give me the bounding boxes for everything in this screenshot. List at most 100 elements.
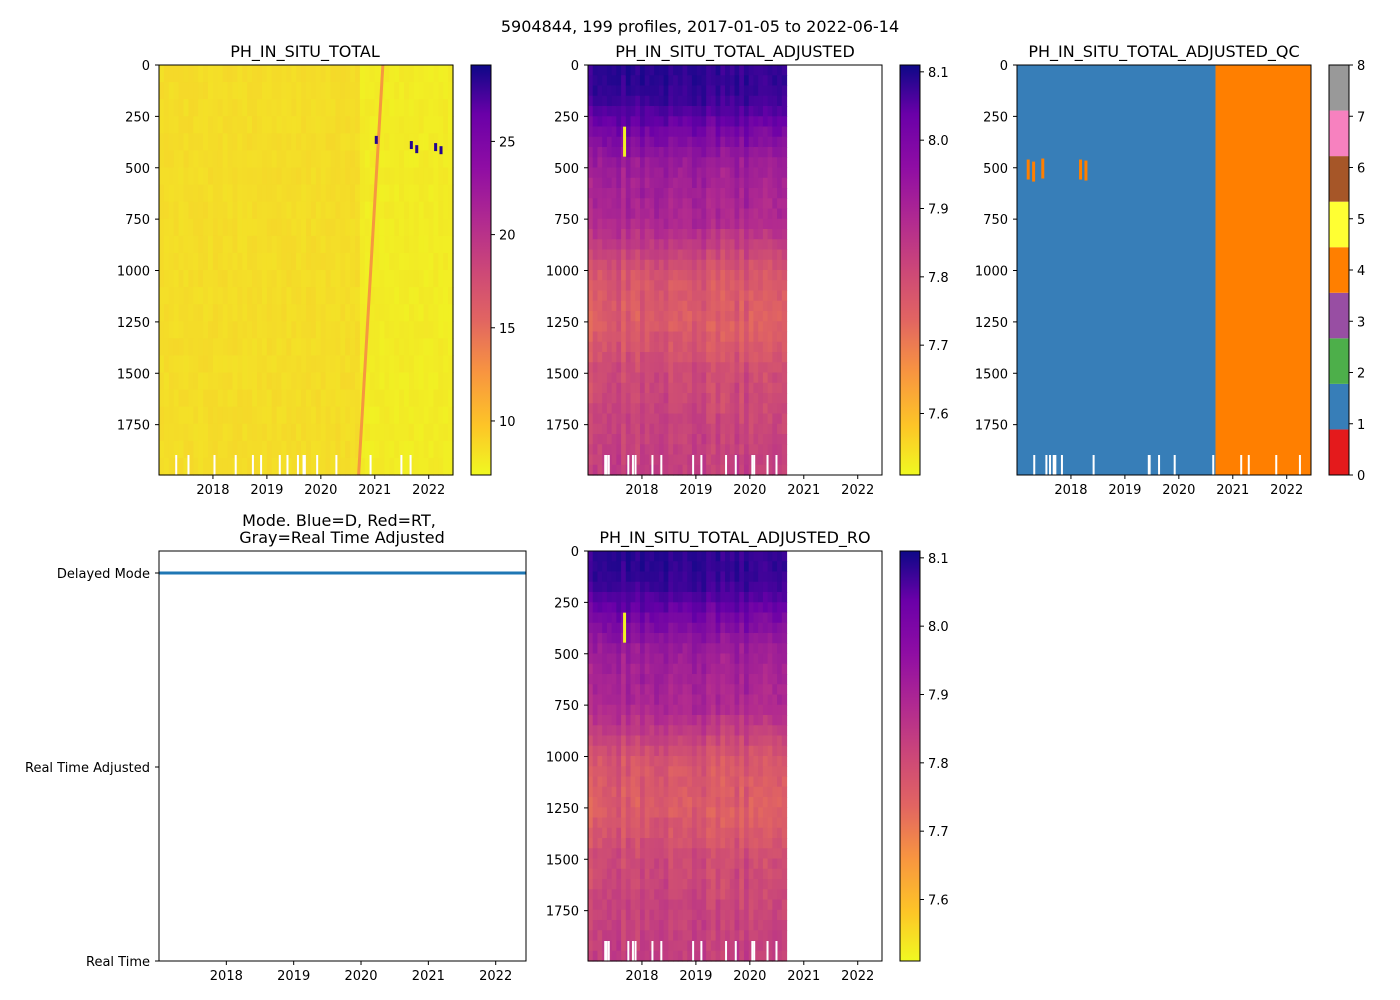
- heatmap-cell: [350, 116, 356, 134]
- heatmap-cell: [606, 838, 613, 849]
- heatmap-cell: [658, 321, 665, 333]
- heatmap-cell: [701, 561, 707, 573]
- heatmap-cell: [340, 406, 346, 425]
- heatmap-cell: [748, 434, 755, 445]
- heatmap-cell: [606, 858, 613, 870]
- heatmap-cell: [753, 674, 759, 685]
- heatmap-cell: [340, 116, 346, 134]
- heatmap-cell: [433, 133, 439, 152]
- heatmap-cell: [777, 65, 783, 76]
- heatmap-cell: [602, 321, 608, 333]
- y-tick-label: Delayed Mode: [57, 567, 150, 582]
- heatmap-cell: [654, 85, 660, 97]
- heatmap-cell: [635, 581, 641, 593]
- heatmap-cell: [720, 592, 726, 603]
- heatmap-cell: [616, 838, 622, 849]
- heatmap-cell: [649, 65, 655, 76]
- qc-class-swatch: [1329, 110, 1349, 157]
- heatmap-cell: [413, 235, 420, 254]
- heatmap-cell: [743, 786, 750, 798]
- heatmap-cell: [242, 133, 248, 152]
- heatmap-cell: [630, 362, 636, 374]
- heatmap-cell: [394, 184, 400, 203]
- heatmap-cell: [592, 602, 599, 614]
- heatmap-cell: [606, 372, 613, 384]
- heatmap-cell: [649, 838, 655, 849]
- heatmap-cell: [208, 82, 214, 100]
- heatmap-cell: [762, 807, 769, 819]
- heatmap-cell: [588, 797, 594, 808]
- heatmap-cell: [335, 150, 341, 169]
- heatmap-cell: [734, 735, 740, 747]
- heatmap-cell: [706, 571, 712, 583]
- heatmap-cell: [320, 440, 327, 459]
- heatmap-cell: [193, 440, 199, 459]
- heatmap-cell: [433, 270, 439, 288]
- heatmap-cell: [677, 622, 684, 634]
- heatmap-cell: [658, 116, 665, 128]
- heatmap-cell: [715, 571, 721, 583]
- heatmap-cell: [649, 75, 655, 87]
- colorbar-tick-label: 25: [499, 135, 516, 150]
- heatmap-cell: [720, 879, 726, 890]
- heatmap-cell: [306, 218, 312, 237]
- heatmap-cell: [306, 133, 312, 152]
- heatmap-cell: [602, 126, 608, 138]
- heatmap-cell: [325, 99, 332, 117]
- heatmap-cell: [418, 270, 425, 288]
- heatmap-cell: [281, 150, 287, 169]
- heatmap-cell: [644, 622, 651, 634]
- heatmap-cell: [729, 633, 736, 644]
- heatmap-cell: [715, 735, 721, 747]
- heatmap-cell: [734, 136, 740, 148]
- heatmap-cell: [635, 341, 641, 353]
- heatmap-cell: [616, 423, 622, 435]
- heatmap-cell: [237, 167, 243, 186]
- heatmap-cell: [227, 201, 234, 220]
- heatmap-cell: [753, 715, 759, 726]
- heatmap-cell: [611, 827, 617, 839]
- heatmap-cell: [188, 440, 194, 459]
- heatmap-cell: [753, 229, 759, 240]
- missing-profile-gap: [627, 455, 630, 475]
- heatmap-cell: [630, 868, 636, 880]
- heatmap-cell: [198, 235, 204, 254]
- heatmap-cell: [710, 930, 717, 942]
- heatmap-cell: [725, 735, 731, 747]
- heatmap-cell: [777, 229, 783, 240]
- heatmap-cell: [611, 198, 617, 210]
- heatmap-cell: [767, 950, 773, 962]
- heatmap-cell: [734, 464, 740, 476]
- heatmap-cell: [701, 157, 707, 169]
- heatmap-cell: [359, 287, 366, 305]
- heatmap-cell: [208, 270, 214, 288]
- heatmap-cell: [654, 362, 660, 374]
- heatmap-cell: [739, 612, 745, 624]
- heatmap-cell: [639, 735, 646, 747]
- heatmap-cell: [668, 715, 674, 726]
- heatmap-cell: [635, 208, 641, 220]
- heatmap-cell: [193, 235, 199, 254]
- heatmap-cell: [384, 184, 390, 203]
- heatmap-cell: [286, 184, 292, 203]
- heatmap-cell: [597, 280, 603, 292]
- heatmap-cell: [748, 899, 755, 911]
- heatmap-cell: [306, 304, 312, 322]
- heatmap-cell: [654, 889, 660, 901]
- heatmap-cell: [399, 201, 405, 220]
- heatmap-cell: [621, 684, 627, 696]
- heatmap-cell: [739, 776, 745, 788]
- heatmap-cell: [193, 304, 199, 322]
- heatmap-cell: [389, 304, 395, 322]
- heatmap-cell: [725, 612, 731, 624]
- heatmap-cell: [772, 858, 778, 870]
- heatmap-cell: [588, 85, 594, 97]
- heatmap-cell: [758, 715, 764, 726]
- heatmap-cell: [687, 571, 693, 583]
- heatmap-cell: [701, 218, 707, 230]
- heatmap-cell: [399, 440, 405, 459]
- heatmap-cell: [374, 355, 381, 374]
- heatmap-cell: [625, 725, 632, 737]
- heatmap-cell: [696, 167, 703, 179]
- heatmap-cell: [630, 341, 636, 353]
